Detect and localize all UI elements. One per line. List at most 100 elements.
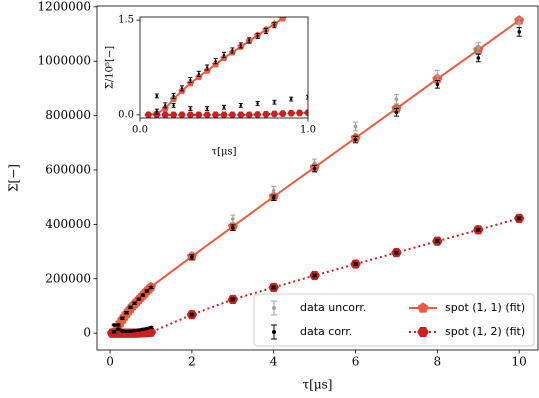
data-point bbox=[190, 255, 194, 259]
axes: 0.0 1.0 0.0 1.5 τ[μs] Σ/10⁵[−] bbox=[105, 15, 316, 158]
marker bbox=[417, 302, 429, 313]
error-point bbox=[171, 102, 176, 108]
data-point bbox=[112, 323, 116, 327]
data-point bbox=[172, 104, 175, 107]
error-point bbox=[516, 216, 522, 221]
error-point bbox=[475, 53, 481, 63]
data-point bbox=[476, 45, 481, 50]
x-tick-label: 8 bbox=[434, 355, 442, 369]
error-point bbox=[188, 77, 193, 84]
error-point bbox=[393, 94, 399, 105]
data-point bbox=[222, 106, 226, 109]
axes-frame bbox=[139, 16, 309, 119]
marker bbox=[178, 111, 186, 118]
data-point bbox=[517, 21, 521, 25]
error-point bbox=[434, 80, 440, 89]
data-point bbox=[149, 285, 153, 290]
data-point bbox=[141, 327, 145, 332]
marker bbox=[417, 326, 429, 338]
x-tick-label: 0 bbox=[106, 355, 114, 369]
legend-swatch bbox=[409, 302, 437, 313]
error-point bbox=[230, 214, 236, 224]
marker bbox=[169, 111, 178, 118]
error-point bbox=[154, 93, 159, 99]
x-tick-label: 4 bbox=[270, 355, 278, 369]
legend-label: data corr. bbox=[300, 325, 352, 338]
legend: data uncorr. data corr. spot (1, 1) (fit) s… bbox=[253, 293, 535, 347]
error-point bbox=[271, 285, 277, 290]
error-point bbox=[205, 64, 210, 71]
data-point bbox=[128, 329, 133, 334]
error-point bbox=[255, 32, 260, 39]
error-point bbox=[312, 164, 318, 173]
data-point bbox=[394, 250, 399, 255]
legend-dot bbox=[272, 306, 276, 310]
data-point bbox=[231, 49, 234, 52]
data-point bbox=[231, 225, 235, 230]
y-tick-label: 800000 bbox=[45, 108, 91, 122]
data-point bbox=[222, 53, 226, 57]
legend-swatch bbox=[409, 326, 437, 338]
series-line bbox=[112, 217, 520, 335]
legend-label: spot (1, 2) (fit) bbox=[445, 325, 525, 338]
data-point bbox=[517, 30, 521, 34]
data-point bbox=[206, 107, 209, 110]
error-point bbox=[516, 26, 522, 37]
plot-layer bbox=[106, 15, 525, 338]
error-point bbox=[353, 121, 359, 132]
error-point bbox=[180, 85, 184, 92]
error-point bbox=[205, 106, 210, 111]
error-point bbox=[222, 51, 226, 58]
plot-layer bbox=[144, 17, 308, 118]
data-point bbox=[155, 110, 158, 113]
legend-box bbox=[253, 293, 535, 347]
marker bbox=[245, 111, 253, 118]
error-point bbox=[171, 92, 176, 99]
error-point bbox=[128, 329, 134, 334]
marker bbox=[304, 109, 308, 116]
y-tick-label: 1000000 bbox=[38, 54, 91, 68]
data-point bbox=[271, 195, 276, 200]
error-point bbox=[196, 70, 201, 77]
data-point bbox=[290, 97, 293, 101]
error-point bbox=[264, 27, 268, 34]
data-point bbox=[214, 59, 217, 63]
data-point bbox=[136, 328, 141, 332]
marker bbox=[211, 111, 220, 118]
marker bbox=[279, 110, 287, 117]
data-point bbox=[353, 137, 358, 142]
marker bbox=[295, 109, 304, 117]
y-tick-label: 200000 bbox=[45, 271, 91, 285]
marker bbox=[195, 111, 203, 118]
x-tick-label: 10 bbox=[512, 355, 527, 369]
marker bbox=[237, 111, 245, 118]
data-point bbox=[120, 316, 125, 320]
data-point bbox=[271, 285, 276, 290]
error-point bbox=[238, 102, 243, 108]
x-axis-label: τ[μs] bbox=[212, 147, 237, 158]
error-point bbox=[144, 289, 150, 293]
y-tick-label: 1.5 bbox=[118, 15, 134, 26]
error-point bbox=[136, 297, 142, 301]
data-point bbox=[190, 312, 194, 317]
error-point bbox=[119, 316, 125, 320]
marker bbox=[262, 110, 270, 118]
legend-label: spot (1, 1) (fit) bbox=[445, 301, 525, 314]
error-point bbox=[119, 329, 125, 333]
error-point bbox=[272, 22, 277, 29]
error-point bbox=[312, 158, 318, 168]
error-point bbox=[148, 325, 154, 330]
x-tick-label: 1.0 bbox=[300, 125, 316, 136]
error-point bbox=[148, 285, 154, 290]
y-tick-label: 0 bbox=[83, 326, 91, 340]
error-point bbox=[222, 104, 226, 110]
data-point bbox=[172, 94, 175, 98]
marker bbox=[203, 111, 211, 118]
error-point bbox=[128, 305, 134, 310]
x-axis-label: τ[μs] bbox=[303, 378, 333, 392]
error-point bbox=[154, 108, 159, 115]
data-point bbox=[145, 289, 149, 293]
error-point bbox=[132, 301, 138, 306]
data-point bbox=[394, 110, 399, 115]
